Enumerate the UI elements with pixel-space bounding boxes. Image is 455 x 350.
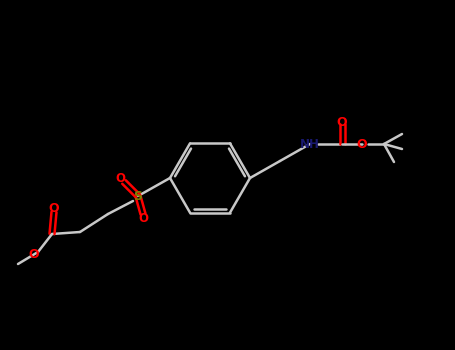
Text: O: O [115, 172, 125, 184]
Text: O: O [357, 138, 367, 150]
Text: NH: NH [300, 138, 320, 150]
Text: O: O [29, 247, 39, 260]
Text: O: O [138, 211, 148, 224]
Text: O: O [49, 202, 59, 215]
Text: O: O [337, 116, 347, 128]
Text: S: S [133, 189, 142, 203]
